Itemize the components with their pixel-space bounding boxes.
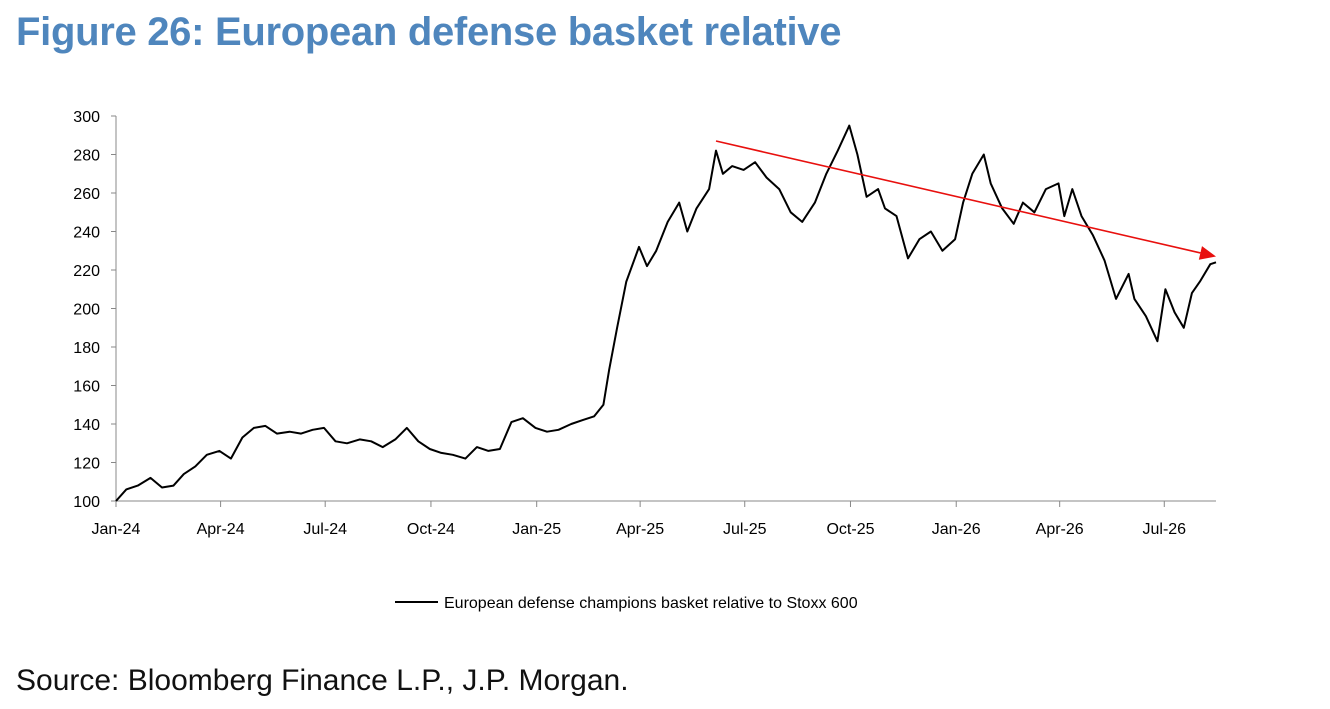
x-tick-label: Oct-24 <box>407 521 455 538</box>
figure-title: Figure 26: European defense basket relat… <box>16 10 842 54</box>
y-tick-label: 260 <box>73 186 100 203</box>
y-tick-label: 120 <box>73 456 100 473</box>
annotation-layer <box>715 140 1216 260</box>
x-tick-label: Apr-25 <box>616 521 664 538</box>
x-tick-label: Oct-25 <box>826 521 874 538</box>
y-tick-label: 180 <box>73 340 100 357</box>
y-tick-label: 300 <box>73 109 100 126</box>
trend-arrow-line <box>715 140 1201 254</box>
x-axis: Jan-24 Apr-24 Jul-24 Oct-24 Jan-25 Apr-25 Jul-… <box>92 500 1216 538</box>
x-tick-label: Apr-24 <box>197 521 245 538</box>
legend: European defense champions basket relati… <box>395 595 858 612</box>
x-tick-label: Jul-26 <box>1142 521 1186 538</box>
y-tick-label: 100 <box>73 494 100 511</box>
y-axis: 100 120 140 160 180 200 220 240 260 280 300 <box>73 109 117 511</box>
y-tick-label: 280 <box>73 148 100 165</box>
series-layer <box>115 124 1217 502</box>
trend-arrow-head <box>1198 246 1216 260</box>
x-tick-label: Jan-26 <box>932 521 981 538</box>
x-tick-label: Jul-25 <box>723 521 767 538</box>
y-tick-label: 240 <box>73 225 100 242</box>
y-tick-label: 160 <box>73 379 100 396</box>
x-tick-label: Jan-24 <box>92 521 141 538</box>
y-tick-label: 140 <box>73 417 100 434</box>
y-tick-label: 200 <box>73 302 100 319</box>
x-tick-label: Jul-24 <box>303 521 347 538</box>
source-note: Source: Bloomberg Finance L.P., J.P. Mor… <box>16 664 629 697</box>
x-tick-label: Jan-25 <box>512 521 561 538</box>
x-tick-label: Apr-26 <box>1036 521 1084 538</box>
y-tick-label: 220 <box>73 263 100 280</box>
legend-label: European defense champions basket relati… <box>444 595 858 612</box>
series-line <box>115 124 1217 502</box>
